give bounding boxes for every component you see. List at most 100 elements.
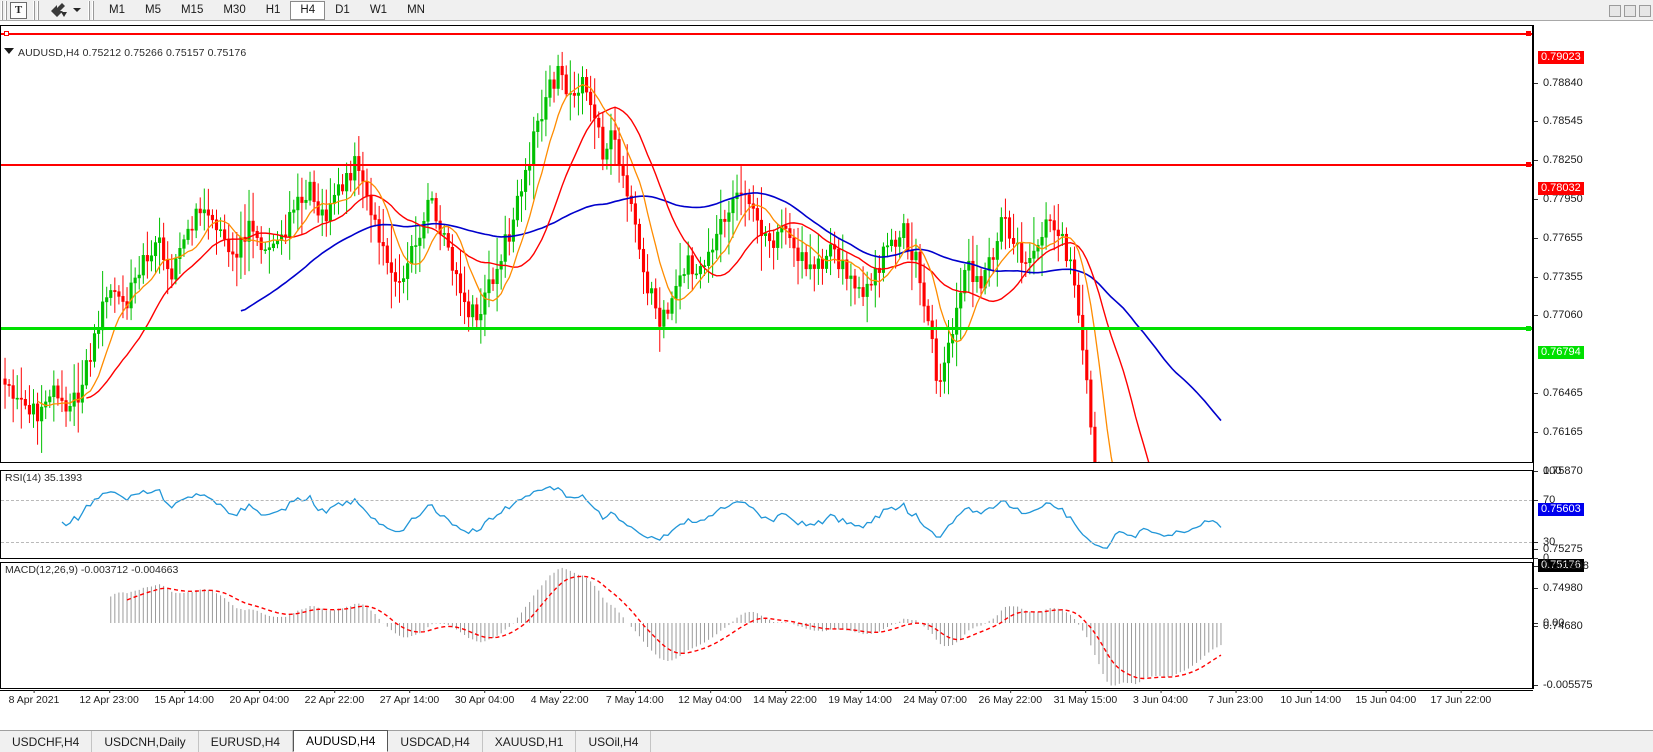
time-tick: 30 Apr 04:00 — [454, 690, 515, 706]
macd-chart — [110, 567, 1222, 686]
macd-tick: 0.00 — [1534, 617, 1564, 630]
resistance-line-anchor-1[interactable] — [1526, 31, 1531, 36]
rsi-tick: 100 — [1534, 465, 1561, 478]
price-tick: 0.74980 — [1534, 582, 1583, 595]
candlestick-series — [3, 51, 1100, 462]
symbol-tab-usdcnh[interactable]: USDCNH,Daily — [92, 731, 199, 752]
crosshair-cursor-icon[interactable] — [48, 2, 70, 19]
price-tick: 0.74680 — [1534, 620, 1583, 633]
price-level-label-green[interactable]: 0.76794 — [1538, 346, 1584, 359]
support-line-anchor[interactable] — [1526, 326, 1531, 331]
resistance-line-anchor-1b[interactable] — [4, 31, 9, 36]
crosshair-cursor-glyph — [51, 2, 67, 17]
ma-fast-line — [37, 84, 1113, 462]
symbol-tab-audusd[interactable]: AUDUSD,H4 — [293, 730, 389, 752]
price-level-label-blue[interactable]: 0.75603 — [1538, 503, 1584, 516]
symbol-tab-usdcad[interactable]: USDCAD,H4 — [388, 731, 483, 752]
price-level-label-black[interactable]: 0.75176 — [1538, 559, 1584, 572]
time-tick: 12 May 04:00 — [678, 690, 742, 706]
rsi-pane[interactable]: RSI(14) 35.1393 — [0, 470, 1533, 559]
rsi-tick: 0 — [1534, 552, 1549, 565]
rsi-tick: 30 — [1534, 536, 1555, 549]
time-tick: 26 May 22:00 — [978, 690, 1043, 706]
ma-mid-line — [86, 106, 1150, 462]
time-tick: 14 May 22:00 — [753, 690, 817, 706]
window-control-icon-1[interactable] — [1609, 4, 1621, 17]
timeframe-h4[interactable]: H4 — [290, 0, 326, 20]
price-tick: 0.76465 — [1534, 387, 1583, 400]
chevron-down-icon[interactable] — [73, 8, 81, 12]
time-tick: 7 May 14:00 — [605, 690, 664, 706]
timeframe-w1[interactable]: W1 — [369, 4, 388, 16]
time-tick: 17 Jun 22:00 — [1430, 690, 1492, 706]
macd-tick: 0.003808 — [1534, 560, 1589, 573]
time-tick: 15 Apr 14:00 — [154, 690, 214, 706]
timeframe-button-group: M1 M5 M15 M30 H1 H4 D1 W1 MN — [99, 0, 435, 20]
price-level-label-red[interactable]: 0.78032 — [1538, 182, 1584, 195]
symbol-tab-eurusd[interactable]: EURUSD,H4 — [199, 731, 294, 752]
timeframe-mn[interactable]: MN — [407, 4, 425, 16]
ma-slow-line — [240, 192, 1222, 422]
rsi-pane-title: RSI(14) 35.1393 — [5, 472, 83, 484]
time-tick: 8 Apr 2021 — [8, 690, 60, 706]
resistance-line-079023[interactable] — [1, 33, 1532, 35]
window-control-icon-2[interactable] — [1624, 4, 1636, 17]
price-scale[interactable]: 0.78840 0.78545 0.78250 0.77950 0.77655 0.773… — [1533, 25, 1653, 692]
timeframe-m15[interactable]: M15 — [180, 4, 204, 16]
toolbar-grip-handle-2[interactable] — [33, 0, 40, 20]
timeframe-m1[interactable]: M1 — [109, 4, 125, 16]
rsi-level-70-line — [1, 500, 1532, 501]
rsi-chart — [61, 485, 1222, 549]
price-tick: 0.78545 — [1534, 115, 1583, 128]
time-tick: 15 Jun 04:00 — [1355, 690, 1417, 706]
price-tick: 0.78250 — [1534, 154, 1583, 167]
price-tick: 0.75275 — [1534, 543, 1583, 556]
price-tick: 0.77655 — [1534, 232, 1583, 245]
symbol-tab-xauusd[interactable]: XAUUSD,H1 — [483, 731, 577, 752]
timeframe-m30[interactable]: M30 — [223, 4, 246, 16]
symbol-tab-usdchf[interactable]: USDCHF,H4 — [0, 731, 93, 752]
time-tick: 19 May 14:00 — [828, 690, 892, 706]
chart-header-ohlc: AUDUSD,H4 0.75212 0.75266 0.75157 0.7517… — [18, 47, 247, 59]
time-tick: 7 Jun 23:00 — [1208, 690, 1264, 706]
rsi-level-30-line — [1, 542, 1532, 543]
macd-signal-line — [126, 575, 1222, 680]
macd-tick: -0.005575 — [1534, 679, 1593, 692]
time-tick: 22 Apr 22:00 — [304, 690, 365, 706]
price-tick: 0.77355 — [1534, 271, 1583, 284]
price-tick: 0.77950 — [1534, 193, 1583, 206]
time-axis[interactable]: 8 Apr 2021 12 Apr 23:00 15 Apr 14:00 20 Apr… — [0, 690, 1533, 712]
time-tick: 31 May 15:00 — [1053, 690, 1118, 706]
time-tick: 27 Apr 14:00 — [379, 690, 440, 706]
symbol-tab-bar: USDCHF,H4 USDCNH,Daily EURUSD,H4 AUDUSD,… — [0, 730, 1653, 752]
toolbar-grip-handle-3[interactable] — [88, 0, 95, 20]
candlestick-chart — [3, 51, 1222, 462]
support-line-076794[interactable] — [1, 327, 1532, 330]
macd-histogram — [110, 567, 1222, 686]
chart-collapse-arrow-icon[interactable] — [4, 48, 14, 54]
symbol-tab-usoil[interactable]: USOil,H4 — [576, 731, 652, 752]
text-tool-icon[interactable]: T — [10, 1, 27, 19]
macd-pane[interactable]: MACD(12,26,9) -0.003712 -0.004663 — [0, 562, 1533, 689]
price-level-label-red[interactable]: 0.79023 — [1538, 51, 1584, 64]
window-control-icon-3[interactable] — [1639, 4, 1651, 17]
time-tick: 24 May 07:00 — [903, 690, 968, 706]
time-tick: 20 Apr 04:00 — [229, 690, 290, 706]
time-tick: 4 May 22:00 — [530, 690, 589, 706]
resistance-line-anchor-2[interactable] — [1526, 162, 1531, 167]
time-tick: 12 Apr 23:00 — [79, 690, 139, 706]
timeframe-d1[interactable]: D1 — [335, 4, 350, 16]
toolbar-grip-handle[interactable] — [1, 0, 8, 20]
timeframe-h1[interactable]: H1 — [265, 4, 281, 16]
chart-window[interactable]: AUDUSD,H4 0.75212 0.75266 0.75157 0.7517… — [0, 21, 1653, 730]
resistance-line-078032[interactable] — [1, 164, 1532, 166]
main-toolbar: T M1 M5 M15 M30 H1 H4 D1 W1 MN — [0, 0, 1653, 21]
toolbar-right-controls — [1606, 1, 1651, 20]
timeframe-m5[interactable]: M5 — [144, 4, 161, 16]
price-tick: 0.76165 — [1534, 426, 1583, 439]
time-tick: 10 Jun 14:00 — [1280, 690, 1342, 706]
price-pane[interactable] — [0, 25, 1533, 463]
rsi-line — [61, 485, 1222, 549]
time-tick: 3 Jun 04:00 — [1133, 690, 1188, 706]
